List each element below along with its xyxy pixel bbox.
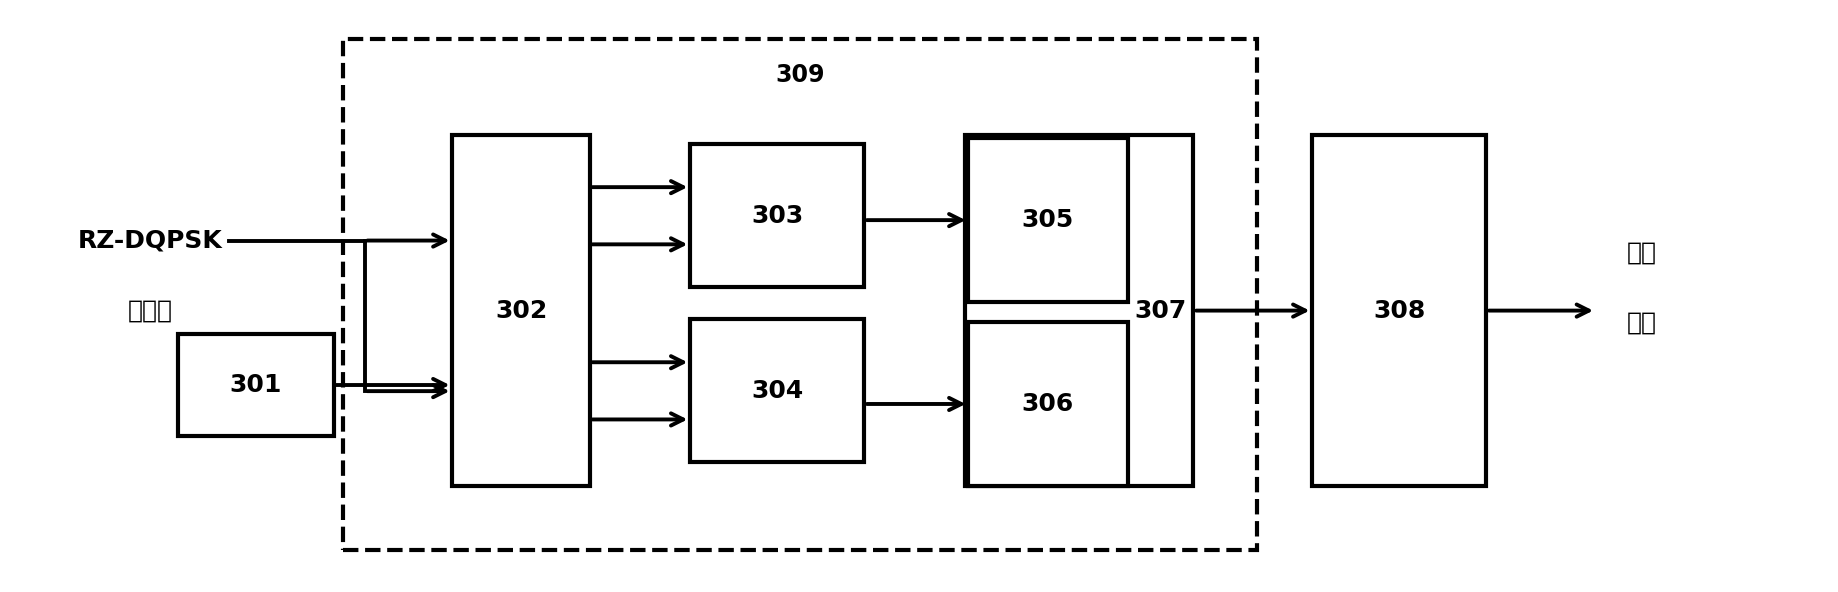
- Text: 309: 309: [776, 63, 825, 86]
- Text: 308: 308: [1373, 298, 1426, 323]
- Bar: [452, 136, 590, 485]
- Text: 306: 306: [1022, 392, 1073, 416]
- Text: 结果: 结果: [1627, 310, 1656, 334]
- Text: 303: 303: [752, 204, 803, 228]
- Text: 305: 305: [1022, 208, 1073, 232]
- Bar: [965, 136, 1193, 485]
- Text: 304: 304: [752, 379, 803, 403]
- Text: 301: 301: [230, 373, 281, 397]
- Bar: [178, 334, 333, 436]
- Bar: [342, 39, 1257, 550]
- Text: RZ-DQPSK: RZ-DQPSK: [79, 229, 222, 253]
- Bar: [1312, 136, 1487, 485]
- Bar: [969, 139, 1127, 302]
- Text: 监测: 监测: [1627, 240, 1656, 264]
- Text: 302: 302: [494, 298, 548, 323]
- Bar: [969, 322, 1127, 485]
- Bar: [691, 319, 864, 462]
- Text: 307: 307: [1134, 298, 1187, 323]
- Bar: [691, 144, 864, 287]
- Text: 光信号: 光信号: [129, 298, 173, 323]
